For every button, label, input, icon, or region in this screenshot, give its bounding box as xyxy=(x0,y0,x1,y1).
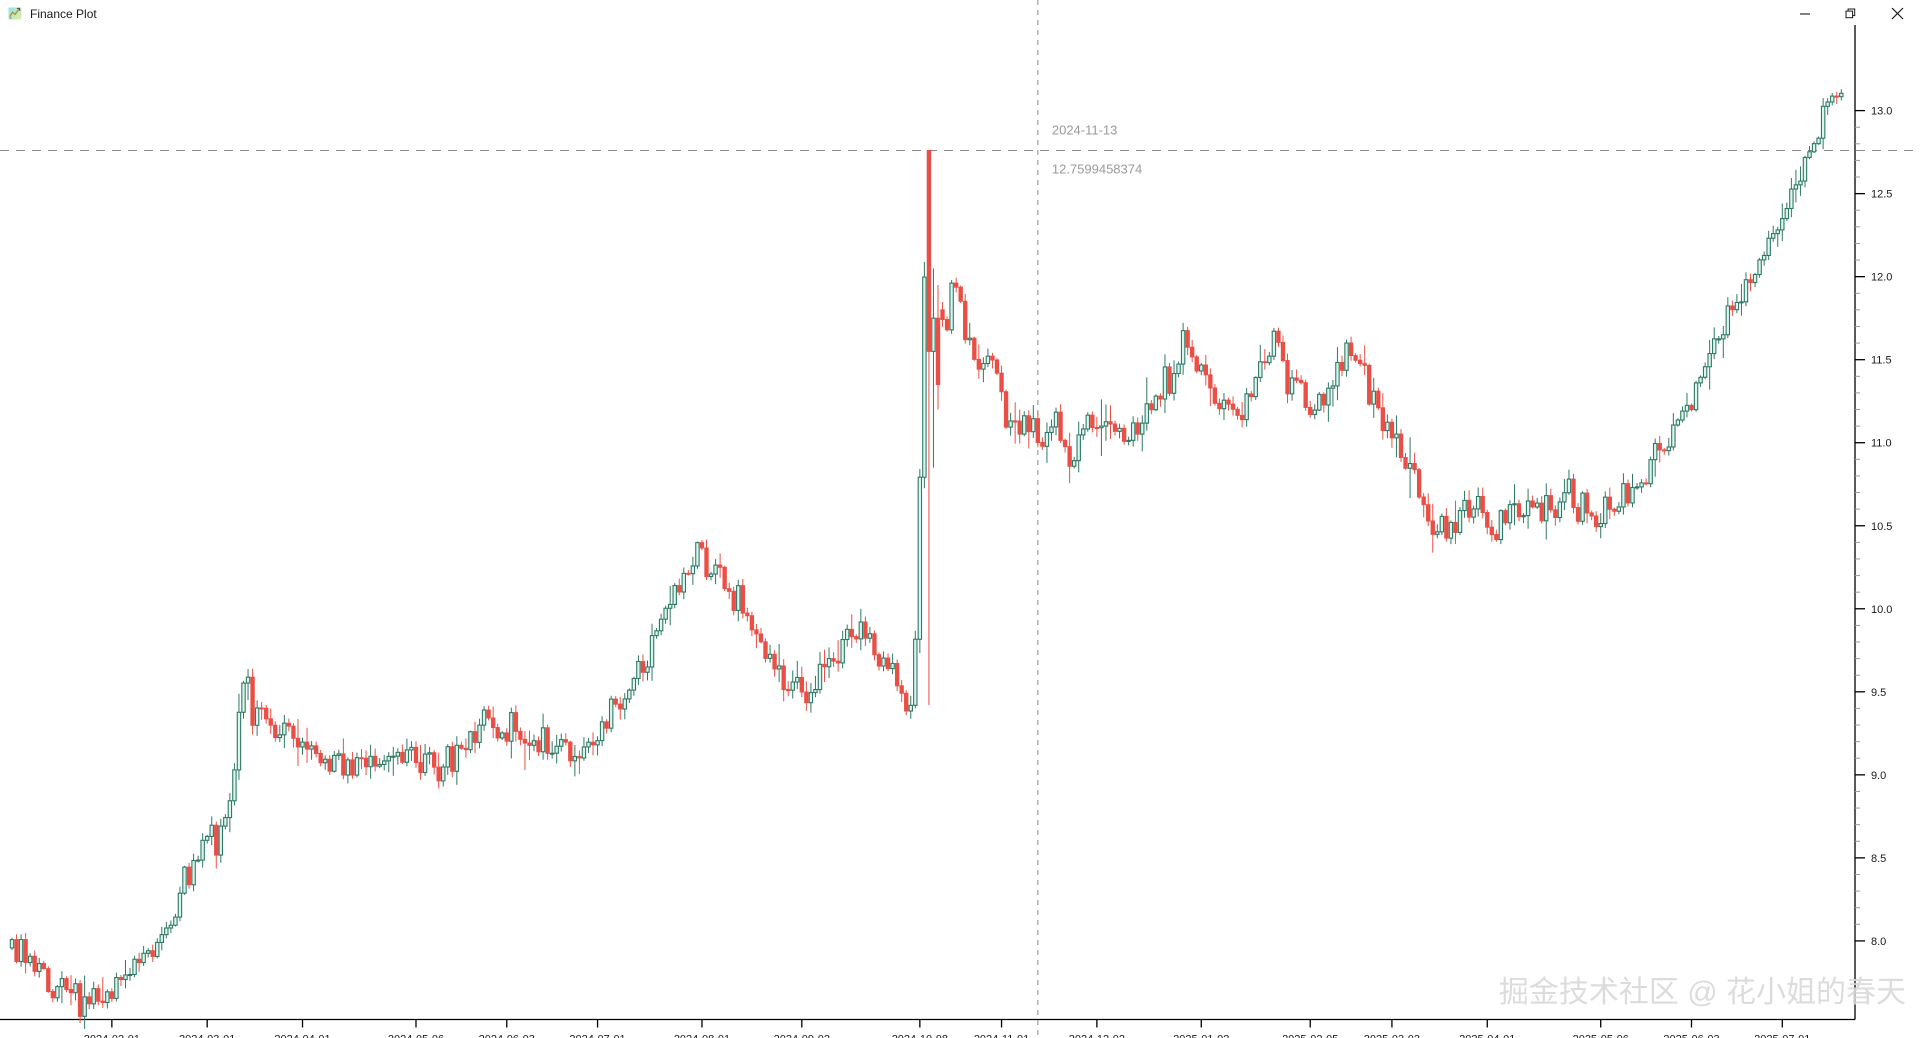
svg-text:2024-12-02: 2024-12-02 xyxy=(1069,1034,1125,1038)
svg-text:2024-03-01: 2024-03-01 xyxy=(179,1034,235,1038)
svg-text:12.0: 12.0 xyxy=(1871,272,1892,284)
svg-text:12.7599458374: 12.7599458374 xyxy=(1052,161,1142,176)
svg-text:2025-04-01: 2025-04-01 xyxy=(1459,1034,1515,1038)
svg-text:11.5: 11.5 xyxy=(1871,355,1892,367)
svg-text:10.0: 10.0 xyxy=(1871,604,1892,616)
svg-text:2025-03-03: 2025-03-03 xyxy=(1364,1034,1420,1038)
svg-text:8.0: 8.0 xyxy=(1871,936,1886,948)
svg-text:8.5: 8.5 xyxy=(1871,853,1886,865)
svg-text:2025-05-06: 2025-05-06 xyxy=(1573,1034,1629,1038)
svg-text:2024-04-01: 2024-04-01 xyxy=(274,1034,330,1038)
svg-text:2024-05-06: 2024-05-06 xyxy=(388,1034,444,1038)
svg-text:9.5: 9.5 xyxy=(1871,687,1886,699)
svg-text:2024-11-13: 2024-11-13 xyxy=(1052,122,1118,137)
svg-text:2025-02-05: 2025-02-05 xyxy=(1282,1034,1338,1038)
svg-text:2025-06-03: 2025-06-03 xyxy=(1663,1034,1719,1038)
svg-text:2025-07-01: 2025-07-01 xyxy=(1754,1034,1810,1038)
svg-text:2024-10-08: 2024-10-08 xyxy=(892,1034,948,1038)
svg-text:13.0: 13.0 xyxy=(1871,106,1892,118)
svg-text:11.0: 11.0 xyxy=(1871,438,1892,450)
svg-text:2024-09-02: 2024-09-02 xyxy=(774,1034,830,1038)
svg-text:2024-11-01: 2024-11-01 xyxy=(974,1034,1029,1038)
svg-text:2024-06-03: 2024-06-03 xyxy=(479,1034,535,1038)
svg-text:2025-01-02: 2025-01-02 xyxy=(1173,1034,1229,1038)
svg-text:2024-02-01: 2024-02-01 xyxy=(84,1034,140,1038)
svg-text:9.0: 9.0 xyxy=(1871,770,1886,782)
svg-text:10.5: 10.5 xyxy=(1871,521,1892,533)
svg-text:2024-07-01: 2024-07-01 xyxy=(569,1034,625,1038)
svg-text:2024-08-01: 2024-08-01 xyxy=(674,1034,730,1038)
svg-text:12.5: 12.5 xyxy=(1871,189,1892,201)
